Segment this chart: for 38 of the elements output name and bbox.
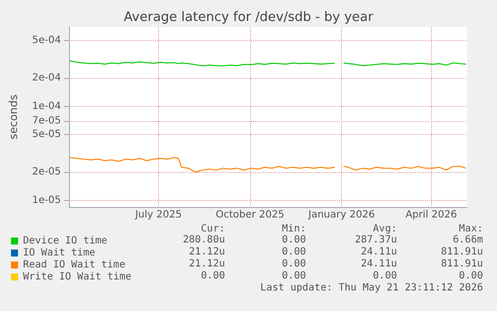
- text: Min:: [282, 224, 306, 234]
- y-tick-label: 5e-05: [32, 129, 61, 140]
- text: 811.91u: [440, 258, 483, 270]
- y-tick-label: 7e-05: [32, 115, 61, 126]
- y-tick-label: 1e-05: [32, 194, 61, 206]
- text: Max:: [458, 224, 483, 234]
- text: 21.12u: [188, 246, 225, 258]
- x-tick-label: January 2026: [307, 210, 375, 220]
- text: 6.66m: [452, 234, 483, 246]
- legend-label: IO Wait time: [23, 248, 96, 258]
- chart-title: Average latency for /dev/sdb - by year: [124, 10, 374, 25]
- x-tick-label: July 2025: [134, 210, 182, 220]
- y-tick-label: 1e-04: [32, 100, 61, 112]
- text: 0.00: [200, 270, 225, 282]
- text: 0.00: [282, 234, 306, 246]
- y-axis-title: seconds: [7, 94, 20, 140]
- text: 287.37u: [354, 234, 397, 246]
- legend-label: Device IO time: [23, 236, 108, 246]
- legend-label: Write IO Wait time: [23, 272, 132, 282]
- text: Last update: Thu May 21 23:11:12 2026: [260, 282, 483, 294]
- text: 0.00: [372, 270, 397, 282]
- y-tick-label: 5e-04: [32, 35, 61, 46]
- x-tick-label: April 2026: [405, 210, 457, 220]
- text: 811.91u: [440, 246, 483, 258]
- text: 0.00: [282, 246, 306, 258]
- text: 280.80u: [182, 234, 225, 246]
- y-tick-label: 2e-04: [32, 72, 61, 84]
- legend-label: Read IO Wait time: [23, 260, 126, 270]
- x-tick-label: October 2025: [216, 210, 284, 220]
- text: Avg:: [372, 224, 397, 234]
- y-tick-label: 2e-05: [32, 166, 61, 178]
- text: 24.11u: [360, 258, 397, 270]
- text: 0.00: [282, 270, 306, 282]
- text: 21.12u: [188, 258, 225, 270]
- text: 0.00: [458, 270, 483, 282]
- text: Cur:: [200, 224, 225, 234]
- text: 0.00: [282, 258, 306, 270]
- text: 24.11u: [360, 246, 397, 258]
